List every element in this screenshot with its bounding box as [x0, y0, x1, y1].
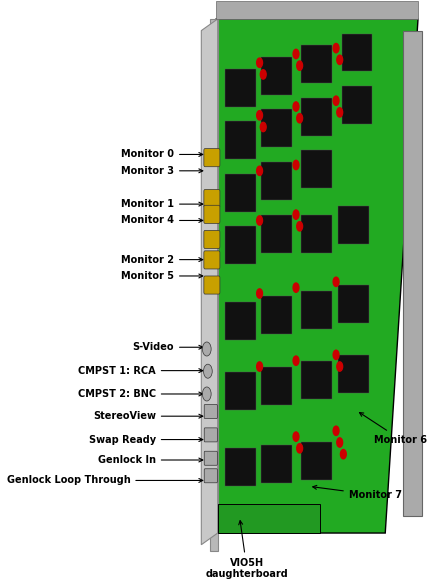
Bar	[262, 162, 292, 200]
Circle shape	[257, 289, 262, 298]
Circle shape	[337, 108, 343, 117]
Bar	[301, 150, 333, 188]
Text: Genlock Loop Through: Genlock Loop Through	[6, 475, 203, 485]
FancyBboxPatch shape	[204, 149, 220, 167]
Polygon shape	[201, 19, 218, 545]
Bar	[342, 86, 372, 124]
FancyBboxPatch shape	[204, 251, 220, 269]
Bar	[262, 109, 292, 147]
Bar	[301, 215, 333, 252]
Polygon shape	[218, 504, 320, 533]
Circle shape	[333, 277, 339, 286]
Bar	[225, 174, 256, 212]
Text: Monitor 7: Monitor 7	[313, 485, 402, 500]
Circle shape	[333, 43, 339, 53]
Circle shape	[257, 216, 262, 225]
Circle shape	[202, 342, 211, 356]
Text: Genlock In: Genlock In	[98, 455, 203, 465]
Circle shape	[297, 61, 303, 70]
Bar	[262, 366, 292, 404]
Text: CMPST 2: BNC: CMPST 2: BNC	[78, 389, 203, 399]
Circle shape	[337, 362, 343, 371]
Text: CMPST 1: RCA: CMPST 1: RCA	[78, 366, 203, 376]
Bar	[338, 285, 369, 323]
Circle shape	[293, 160, 299, 170]
Text: Monitor 5: Monitor 5	[121, 271, 203, 281]
Text: Monitor 6: Monitor 6	[359, 413, 427, 444]
Circle shape	[293, 49, 299, 59]
Bar	[225, 448, 256, 486]
Bar	[225, 121, 256, 159]
Polygon shape	[404, 31, 422, 515]
Polygon shape	[210, 19, 218, 551]
Circle shape	[202, 387, 211, 401]
Bar	[262, 446, 292, 483]
Circle shape	[293, 102, 299, 111]
Circle shape	[293, 210, 299, 220]
Circle shape	[297, 113, 303, 123]
Bar	[262, 215, 292, 252]
Circle shape	[333, 96, 339, 106]
FancyBboxPatch shape	[204, 231, 220, 248]
Circle shape	[337, 438, 343, 447]
Bar	[342, 33, 372, 72]
Circle shape	[333, 426, 339, 436]
Text: Monitor 1: Monitor 1	[121, 199, 203, 209]
Bar	[301, 443, 333, 480]
Circle shape	[293, 356, 299, 365]
FancyBboxPatch shape	[204, 205, 220, 224]
Text: Monitor 0: Monitor 0	[121, 150, 203, 160]
FancyBboxPatch shape	[204, 276, 220, 294]
Circle shape	[337, 55, 343, 65]
Circle shape	[204, 364, 212, 378]
Text: StereoView: StereoView	[93, 411, 203, 421]
Bar	[301, 291, 333, 329]
Text: VIO5H
daughterboard: VIO5H daughterboard	[206, 521, 288, 579]
Text: S-Video: S-Video	[132, 342, 203, 352]
Circle shape	[297, 444, 303, 453]
Bar	[225, 302, 256, 340]
Circle shape	[257, 58, 262, 68]
Circle shape	[257, 166, 262, 176]
Bar	[301, 360, 333, 399]
Circle shape	[293, 283, 299, 292]
Circle shape	[260, 122, 266, 131]
Text: Monitor 3: Monitor 3	[121, 166, 203, 176]
Circle shape	[340, 450, 346, 459]
Bar	[262, 296, 292, 335]
Polygon shape	[216, 19, 418, 533]
Bar	[225, 372, 256, 410]
Text: Monitor 2: Monitor 2	[121, 255, 203, 265]
Bar	[225, 227, 256, 264]
Polygon shape	[216, 1, 418, 19]
Circle shape	[257, 362, 262, 371]
Circle shape	[260, 70, 266, 79]
Bar	[338, 355, 369, 393]
Bar	[301, 98, 333, 136]
Circle shape	[333, 350, 339, 359]
Bar	[225, 69, 256, 107]
FancyBboxPatch shape	[204, 451, 217, 465]
Circle shape	[257, 110, 262, 120]
Bar	[338, 206, 369, 244]
FancyBboxPatch shape	[204, 190, 220, 208]
FancyBboxPatch shape	[204, 404, 217, 419]
FancyBboxPatch shape	[204, 469, 217, 483]
FancyBboxPatch shape	[204, 428, 217, 442]
Text: Swap Ready: Swap Ready	[89, 434, 203, 444]
Text: Monitor 4: Monitor 4	[121, 215, 203, 225]
Circle shape	[297, 222, 303, 231]
Bar	[301, 45, 333, 83]
Bar	[262, 57, 292, 95]
Circle shape	[293, 432, 299, 441]
